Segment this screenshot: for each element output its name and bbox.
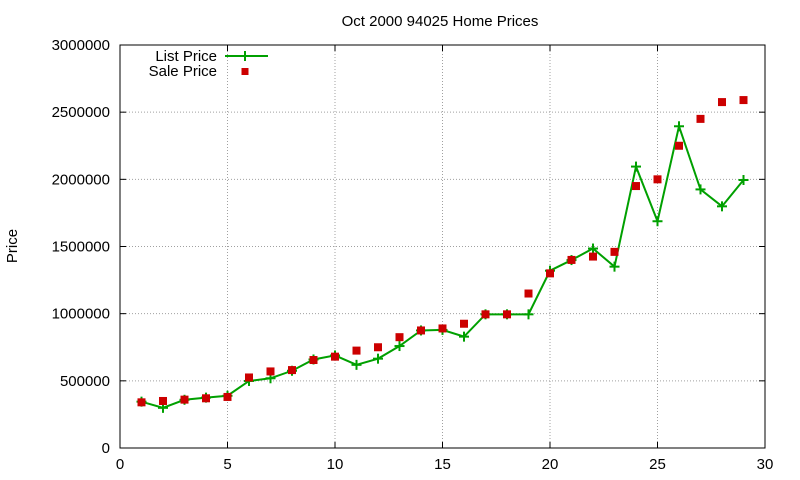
data-point-list-price	[609, 261, 620, 272]
legend-marker-sale-price	[241, 68, 249, 75]
x-tick-label: 30	[757, 456, 774, 473]
data-point-sale-price	[718, 98, 726, 107]
legend: List Price Sale Price	[149, 48, 268, 80]
data-point-sale-price	[546, 269, 554, 278]
y-tick-label: 500000	[60, 373, 110, 390]
data-point-sale-price	[632, 182, 640, 191]
data-point-sale-price	[180, 395, 189, 404]
data-point-list-price	[695, 184, 706, 195]
data-point-sale-price	[460, 319, 468, 328]
y-tick-label: 1500000	[52, 239, 110, 256]
legend-label-sale-price: Sale Price	[149, 63, 217, 80]
x-tick-label: 25	[649, 456, 666, 473]
data-point-sale-price	[739, 96, 748, 105]
data-point-sale-price	[223, 392, 232, 401]
legend-label-list-price: List Price	[155, 48, 217, 65]
x-tick-label: 10	[327, 456, 344, 473]
data-point-sale-price	[202, 394, 210, 403]
data-point-sale-price	[352, 346, 361, 355]
data-point-sale-price	[438, 324, 447, 333]
data-point-list-price	[351, 359, 362, 370]
chart-title: Oct 2000 94025 Home Prices	[342, 13, 539, 30]
data-point-list-price	[652, 216, 663, 227]
data-point-list-price	[631, 161, 641, 172]
data-point-list-price	[394, 341, 405, 352]
data-point-sale-price	[653, 175, 662, 184]
data-point-sale-price	[589, 252, 597, 261]
x-tick-label: 20	[542, 456, 559, 473]
data-point-sale-price	[395, 333, 404, 342]
series	[136, 96, 749, 413]
data-point-sale-price	[524, 289, 533, 298]
data-point-sale-price	[481, 310, 490, 319]
data-point-sale-price	[675, 141, 683, 150]
data-point-list-price	[674, 121, 684, 132]
x-tick-label: 15	[434, 456, 451, 473]
data-point-sale-price	[567, 255, 576, 264]
data-point-list-price	[717, 201, 727, 212]
legend-marker-list-price	[240, 51, 250, 61]
data-point-sale-price	[159, 396, 167, 405]
data-point-list-price	[459, 331, 469, 342]
data-point-sale-price	[245, 373, 253, 382]
data-point-sale-price	[309, 356, 318, 365]
y-tick-label: 0	[102, 440, 110, 457]
data-point-sale-price	[417, 326, 425, 335]
x-axis-ticks: 0 5 10 15 20 25 30	[116, 45, 774, 473]
y-axis-ticks: 0 500000 1000000 1500000 2000000 2500000 30000…	[52, 37, 765, 457]
data-point-sale-price	[288, 366, 296, 375]
y-tick-label: 1000000	[52, 306, 110, 323]
grid	[120, 45, 765, 448]
y-axis-label: Price	[4, 229, 21, 263]
data-point-list-price	[373, 353, 383, 364]
data-point-list-price	[523, 309, 534, 320]
x-tick-label: 0	[116, 456, 124, 473]
data-point-sale-price	[610, 247, 619, 256]
data-point-sale-price	[696, 114, 705, 123]
y-tick-label: 2500000	[52, 104, 110, 121]
data-point-sale-price	[137, 398, 146, 407]
data-point-sale-price	[374, 343, 382, 352]
data-point-sale-price	[331, 352, 339, 361]
data-point-list-price	[738, 175, 749, 186]
data-point-list-price	[588, 243, 598, 254]
x-tick-label: 5	[223, 456, 231, 473]
data-point-sale-price	[266, 367, 275, 376]
data-point-sale-price	[503, 310, 511, 319]
y-tick-label: 2000000	[52, 171, 110, 188]
y-tick-label: 3000000	[52, 37, 110, 54]
